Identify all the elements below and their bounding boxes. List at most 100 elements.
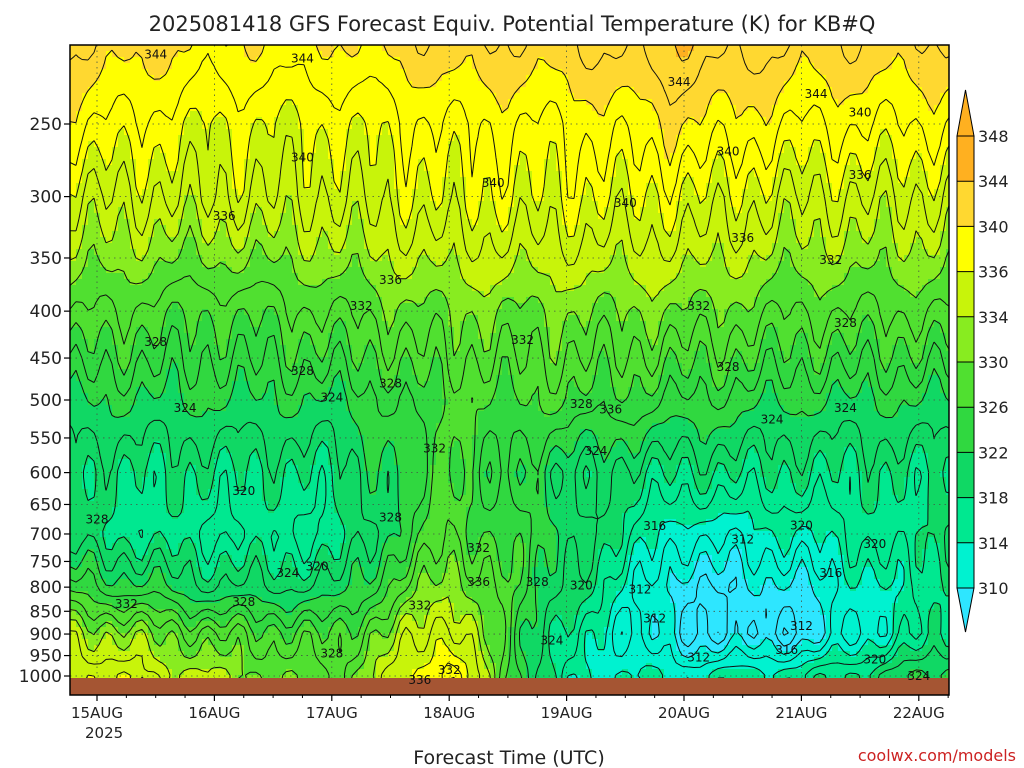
heatmap-cell (574, 69, 581, 76)
heatmap-cell (574, 135, 581, 142)
heatmap-cell (514, 189, 521, 196)
heatmap-cell (262, 153, 269, 160)
heatmap-cell (190, 177, 197, 184)
heatmap-cell (100, 177, 107, 184)
heatmap-cell (76, 231, 83, 238)
heatmap-cell (592, 69, 599, 76)
heatmap-cell (166, 231, 173, 238)
heatmap-cell (190, 219, 197, 226)
heatmap-cell (316, 135, 323, 142)
heatmap-cell (508, 117, 515, 124)
heatmap-cell (94, 99, 101, 106)
heatmap-cell (298, 105, 305, 112)
heatmap-cell (346, 111, 353, 118)
heatmap-cell (340, 225, 347, 232)
heatmap-cell (316, 153, 323, 160)
heatmap-cell (244, 63, 251, 70)
heatmap-cell (574, 117, 581, 124)
heatmap-cell (868, 63, 875, 70)
heatmap-cell (784, 141, 791, 148)
heatmap-cell (424, 147, 431, 154)
heatmap-cell (154, 159, 161, 166)
heatmap-cell (472, 129, 479, 136)
heatmap-cell (814, 45, 821, 52)
heatmap-cell (292, 75, 299, 82)
heatmap-cell (154, 93, 161, 100)
heatmap-cell (262, 51, 269, 58)
heatmap-cell (376, 111, 383, 118)
heatmap-cell (118, 81, 125, 88)
heatmap-cell (658, 51, 665, 58)
heatmap-cell (106, 93, 113, 100)
heatmap-cell (616, 63, 623, 70)
heatmap-cell (628, 171, 635, 178)
heatmap-cell (556, 123, 563, 130)
heatmap-cell (694, 51, 701, 58)
heatmap-cell (346, 63, 353, 70)
heatmap-cell (718, 225, 725, 232)
heatmap-cell (304, 243, 311, 250)
heatmap-cell (490, 141, 497, 148)
heatmap-cell (280, 51, 287, 58)
heatmap-cell (682, 237, 689, 244)
heatmap-cell (70, 171, 77, 178)
heatmap-cell (928, 81, 935, 88)
heatmap-cell (850, 183, 857, 190)
heatmap-cell (382, 87, 389, 94)
heatmap-cell (706, 81, 713, 88)
heatmap-cell (358, 129, 365, 136)
heatmap-cell (310, 231, 317, 238)
heatmap-cell (388, 159, 395, 166)
heatmap-cell (802, 129, 809, 136)
heatmap-cell (106, 69, 113, 76)
heatmap-cell (484, 225, 491, 232)
heatmap-cell (322, 213, 329, 220)
heatmap-cell (250, 87, 257, 94)
heatmap-cell (352, 231, 359, 238)
heatmap-cell (160, 213, 167, 220)
heatmap-cell (220, 63, 227, 70)
heatmap-cell (568, 201, 575, 208)
heatmap-cell (160, 135, 167, 142)
heatmap-cell (784, 189, 791, 196)
heatmap-cell (100, 105, 107, 112)
heatmap-cell (274, 57, 281, 64)
heatmap-cell (430, 159, 437, 166)
heatmap-cell (874, 45, 881, 52)
heatmap-cell (550, 195, 557, 202)
heatmap-cell (898, 69, 905, 76)
heatmap-cell (412, 219, 419, 226)
heatmap-cell (910, 213, 917, 220)
heatmap-cell (664, 63, 671, 70)
heatmap-cell (556, 189, 563, 196)
heatmap-cell (910, 93, 917, 100)
heatmap-cell (298, 87, 305, 94)
heatmap-cell (268, 45, 275, 52)
heatmap-cell (214, 135, 221, 142)
heatmap-cell (340, 57, 347, 64)
heatmap-cell (376, 183, 383, 190)
heatmap-cell (832, 189, 839, 196)
heatmap-cell (130, 93, 137, 100)
heatmap-cell (490, 69, 497, 76)
heatmap-cell (202, 93, 209, 100)
heatmap-cell (118, 69, 125, 76)
heatmap-cell (460, 117, 467, 124)
heatmap-cell (484, 147, 491, 154)
heatmap-cell (886, 93, 893, 100)
heatmap-cell (154, 165, 161, 172)
heatmap-cell (604, 63, 611, 70)
heatmap-cell (544, 45, 551, 52)
heatmap-cell (700, 93, 707, 100)
heatmap-cell (526, 45, 533, 52)
heatmap-cell (412, 243, 419, 250)
heatmap-cell (790, 99, 797, 106)
heatmap-cell (556, 57, 563, 64)
heatmap-cell (190, 123, 197, 130)
heatmap-cell (556, 207, 563, 214)
heatmap-cell (934, 93, 941, 100)
heatmap-cell (388, 225, 395, 232)
heatmap-cell (466, 69, 473, 76)
heatmap-cell (328, 231, 335, 238)
heatmap-cell (844, 87, 851, 94)
